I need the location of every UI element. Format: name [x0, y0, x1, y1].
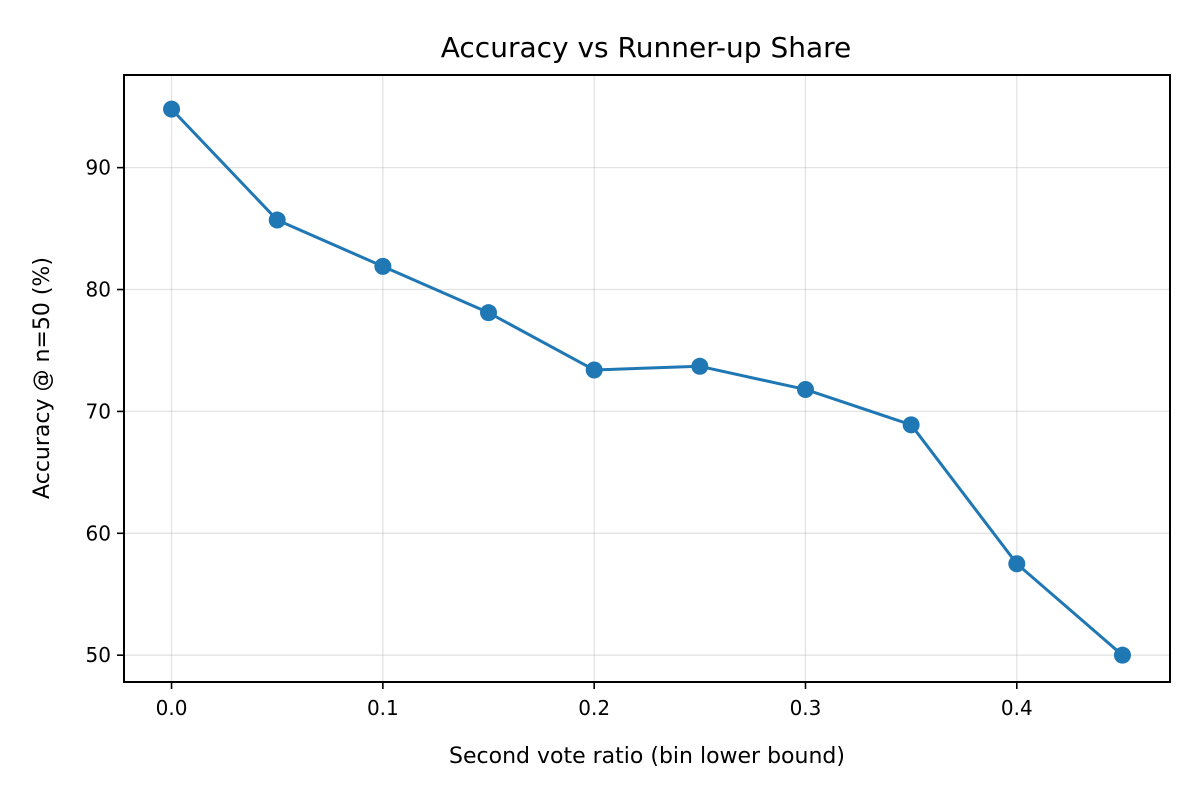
plot-frame	[123, 74, 1171, 683]
y-axis-label: Accuracy @ n=50 (%)	[30, 257, 55, 499]
y-tick-label: 50	[86, 643, 111, 667]
y-tick-label: 70	[86, 399, 111, 423]
data-point	[268, 211, 286, 229]
data-point	[1008, 555, 1026, 573]
series-line	[170, 107, 1124, 657]
data-point	[585, 361, 603, 379]
data-point	[1113, 646, 1131, 664]
data-point	[796, 380, 814, 398]
x-tick-label: 0.3	[790, 696, 822, 720]
x-tick-label: 0.4	[1001, 696, 1033, 720]
grid	[124, 75, 1170, 682]
y-tick-label: 80	[86, 278, 111, 302]
series	[163, 100, 1131, 664]
chart-title: Accuracy vs Runner-up Share	[441, 31, 852, 64]
y-tick-label: 90	[86, 156, 111, 180]
axis-ticks: 0.0 0.1 0.2 0.3 0.4 50 60 70 80 90	[86, 156, 1033, 720]
x-tick-label: 0.2	[578, 696, 610, 720]
data-point	[902, 416, 920, 434]
data-point	[374, 257, 392, 275]
x-tick-label: 0.0	[156, 696, 188, 720]
x-tick-label: 0.1	[367, 696, 399, 720]
data-point	[163, 100, 181, 118]
y-tick-label: 60	[86, 521, 111, 545]
data-point	[691, 357, 709, 375]
x-axis-label: Second vote ratio (bin lower bound)	[449, 744, 845, 769]
data-point	[480, 304, 498, 322]
